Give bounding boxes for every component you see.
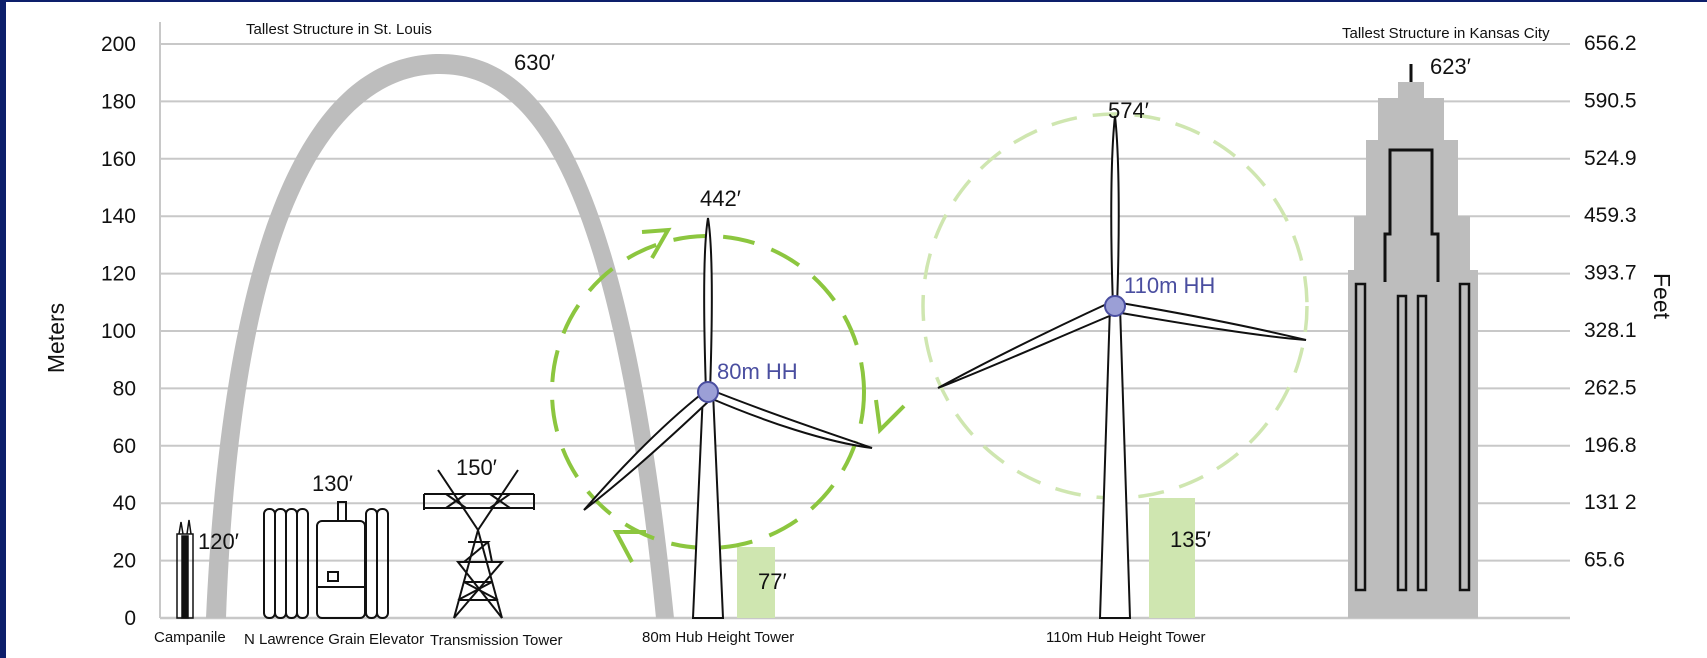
tower-110-clearance-label: 135′ [1170, 527, 1211, 552]
right-axis-title: Feet [1649, 273, 1675, 320]
feet-tick-label: 131 2 [1584, 491, 1637, 514]
transmission-tower-height-label: 150′ [456, 455, 497, 480]
meter-tick-label: 200 [101, 33, 136, 56]
rotation-arrow-icon [641, 227, 672, 259]
tower-80-label: 80m Hub Height Tower [642, 629, 794, 646]
feet-tick-label: 656.2 [1584, 32, 1637, 55]
tower-80-rotor-sweep [550, 234, 866, 550]
feet-tick-label: 393.7 [1584, 262, 1637, 285]
wind-turbine-80-icon [583, 217, 873, 619]
tower-110-label: 110m Hub Height Tower [1046, 629, 1206, 646]
tower-80-clearance-bar [737, 547, 775, 618]
tower-110-hub-label: 110m HH [1124, 273, 1215, 298]
tower-110-clearance-bar [1149, 498, 1195, 618]
meter-tick-labels: 0 20 40 60 80 100 120 140 160 180 200 [101, 33, 136, 630]
campanile-label: Campanile [154, 629, 226, 646]
grain-elevator-label: N Lawrence Grain Elevator [244, 631, 424, 648]
meter-tick-label: 100 [101, 320, 136, 343]
tower-80-clearance-label: 77′ [758, 569, 787, 594]
feet-tick-labels: 65.6 131 2 196.8 262.5 328.1 393.7 459.3 524.9 5… [1584, 32, 1637, 572]
feet-tick-label: 524.9 [1584, 147, 1637, 170]
grain-elevator-icon [263, 501, 389, 619]
campanile-icon [176, 519, 194, 619]
arch-height-label: 630′ [514, 50, 555, 75]
meter-tick-label: 20 [113, 550, 136, 573]
meter-tick-label: 140 [101, 205, 136, 228]
rotation-arrow-icon [874, 399, 906, 435]
campanile-height-label: 120′ [198, 529, 239, 554]
tower-80-hub-label: 80m HH [717, 359, 798, 384]
tower-110-hub-icon [1104, 295, 1126, 317]
feet-tick-label: 196.8 [1584, 434, 1637, 457]
meter-tick-label: 80 [113, 377, 136, 400]
rotation-arrow-icon [612, 530, 646, 563]
meter-tick-label: 180 [101, 90, 136, 113]
transmission-tower-label: Transmission Tower [430, 632, 563, 649]
kc-tower-height-label: 623′ [1430, 54, 1471, 79]
meter-tick-label: 0 [124, 607, 136, 630]
wind-turbine-110-icon [937, 115, 1307, 619]
kansas-city-note: Tallest Structure in Kansas City [1342, 25, 1550, 42]
meter-tick-label: 120 [101, 263, 136, 286]
diagram-frame: 0 20 40 60 80 100 120 140 160 180 200 65.6 131 2 196… [6, 2, 1707, 658]
feet-tick-label: 590.5 [1584, 89, 1637, 112]
meter-tick-label: 160 [101, 148, 136, 171]
kansas-city-tower-icon [1348, 64, 1478, 618]
feet-tick-label: 459.3 [1584, 204, 1637, 227]
feet-tick-label: 65.6 [1584, 549, 1625, 572]
tower-80-tip-height: 442′ [700, 186, 741, 211]
feet-tick-label: 262.5 [1584, 376, 1637, 399]
meter-tick-label: 40 [113, 492, 136, 515]
feet-tick-label: 328.1 [1584, 319, 1637, 342]
transmission-tower-icon [423, 469, 535, 619]
tower-110-tip-height: 574′ [1108, 98, 1149, 123]
meter-tick-label: 60 [113, 435, 136, 458]
st-louis-note: Tallest Structure in St. Louis [246, 21, 432, 38]
gateway-arch-icon [206, 54, 674, 618]
left-axis-title: Meters [43, 303, 69, 373]
height-comparison-diagram: 0 20 40 60 80 100 120 140 160 180 200 65.6 131 2 196… [43, 21, 1675, 649]
tower-80-hub-icon [697, 381, 719, 403]
grain-elevator-height-label: 130′ [312, 471, 353, 496]
